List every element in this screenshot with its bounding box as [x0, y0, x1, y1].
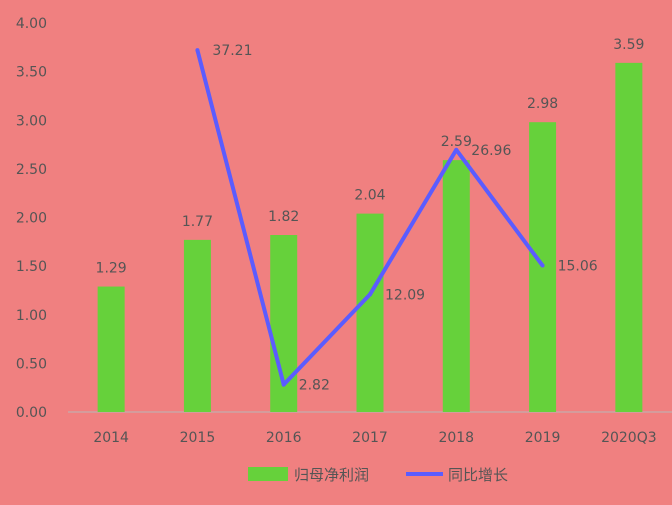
x-tick-label: 2016	[266, 430, 302, 446]
line-data-label: 26.96	[471, 143, 511, 159]
line-point	[281, 382, 286, 387]
x-axis: 2014 2015 2016 2017 2018 2019 2020Q3	[68, 411, 672, 446]
line-point	[368, 292, 372, 297]
data-labels: 1.29 1.77 1.82 2.04 2.59 2.98 3.59 37.21 2.82 12.…	[96, 37, 645, 394]
y-tick-label: 2.00	[16, 211, 47, 227]
line-data-label: 12.09	[385, 287, 425, 303]
bar-data-label: 2.04	[354, 188, 385, 204]
legend-swatch-net-profit	[248, 467, 288, 481]
x-tick-label: 2019	[525, 430, 561, 446]
line-point	[454, 147, 459, 152]
line-data-label: 2.82	[299, 378, 330, 394]
y-tick-label: 4.00	[16, 16, 47, 32]
x-tick-label: 2014	[93, 430, 129, 446]
line-series	[195, 48, 545, 387]
bar	[97, 286, 125, 412]
legend: 归母净利润 同比增长	[248, 466, 508, 484]
y-tick-label: 1.00	[16, 308, 47, 324]
y-tick-label: 1.50	[16, 259, 47, 275]
bar	[442, 160, 470, 412]
x-tick-label: 2020Q3	[601, 430, 657, 446]
bar-data-label: 2.98	[527, 96, 558, 112]
line-point	[195, 48, 200, 53]
bar-data-label: 1.77	[182, 214, 213, 230]
y-tick-label: 2.50	[16, 162, 47, 178]
x-tick-label: 2015	[180, 430, 216, 446]
x-tick-label: 2017	[352, 430, 388, 446]
x-tick-label: 2018	[438, 430, 474, 446]
y-tick-label: 3.00	[16, 113, 47, 129]
y-tick-label: 3.50	[16, 65, 47, 81]
bar-series	[97, 62, 643, 413]
line-point	[540, 263, 545, 268]
legend-label-growth: 同比增长	[448, 466, 508, 484]
bar-data-label: 1.82	[268, 209, 299, 225]
bar-data-label: 3.59	[613, 37, 644, 53]
y-tick-label: 0.00	[16, 405, 47, 421]
bar	[615, 62, 643, 413]
bar-data-label: 2.59	[441, 134, 472, 150]
y-tick-label: 0.50	[16, 356, 47, 372]
bar	[356, 213, 384, 412]
y-axis: 0.00 0.50 1.00 1.50 2.00 2.50 3.00 3.50 4.00	[16, 16, 47, 421]
bar	[183, 239, 211, 412]
legend-label-net-profit: 归母净利润	[294, 466, 369, 484]
bar-data-label: 1.29	[96, 261, 127, 277]
line-data-label: 15.06	[558, 259, 598, 275]
line-data-label: 37.21	[212, 43, 252, 59]
